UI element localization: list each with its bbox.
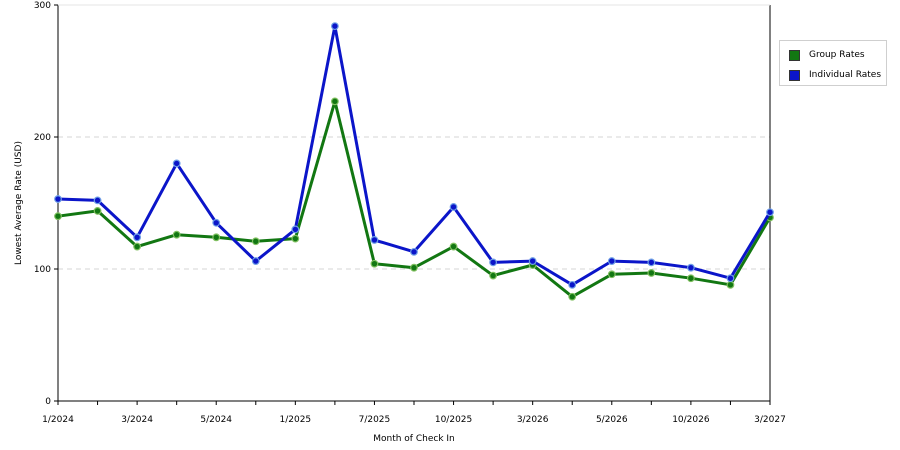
point-1-14 [607,257,616,265]
series-line-1 [57,24,772,287]
x-tick-label-10: 10/2025 [435,415,472,425]
point-0-0 [54,212,62,221]
point-0-11 [489,271,498,280]
x-tick-label-8: 7/2025 [359,415,391,425]
point-1-17 [726,274,735,283]
legend-item-group-rates: Group Rates [789,48,865,62]
point-0-7 [330,97,339,106]
x-tick-label-2: 3/2024 [121,415,153,425]
point-0-2 [133,242,142,251]
point-1-2 [133,233,142,242]
point-0-6 [291,234,300,243]
point-0-1 [93,207,102,215]
point-1-1 [93,196,102,205]
x-tick-label-6: 1/2025 [279,415,311,425]
point-1-5 [251,257,260,265]
x-tick-label-12: 3/2026 [517,415,549,425]
x-tick-label-14: 5/2026 [596,415,628,425]
point-0-14 [607,270,616,279]
point-0-13 [568,292,577,301]
point-1-11 [489,258,498,267]
y-tick-label-100: 100 [34,265,51,275]
point-0-4 [212,233,221,242]
point-1-10 [449,203,458,211]
series-1 [54,22,774,289]
series-0 [54,97,774,301]
point-1-18 [766,208,774,217]
x-tick-label-16: 10/2026 [672,415,710,425]
y-axis-ticks: 0 100 200 300 [34,1,58,407]
point-0-5 [251,237,260,246]
x-axis-ticks: 1/2024 3/2024 5/2024 1/2025 7/2025 10/2025 3/2… [42,401,786,425]
point-0-3 [172,230,181,239]
point-0-8 [370,259,379,268]
legend-item-individual-rates: Individual Rates [789,68,881,82]
x-tick-label-4: 5/2024 [200,415,232,425]
legend-label-individual-rates: Individual Rates [809,70,882,80]
point-1-8 [370,236,379,244]
point-1-6 [291,225,300,234]
y-tick-label-300: 300 [34,1,51,11]
axes [57,4,771,402]
point-0-15 [647,269,656,277]
legend-label-group-rates: Group Rates [809,50,865,60]
point-0-10 [449,242,458,251]
point-1-16 [686,263,695,272]
x-axis-label: Month of Check In [373,434,455,444]
x-tick-label-18: 3/2027 [754,415,786,425]
legend-swatch-group-rates [789,49,800,61]
legend-swatch-individual-rates [789,69,800,81]
point-1-13 [568,280,577,289]
point-1-12 [528,257,537,265]
point-1-15 [647,258,656,267]
point-0-17 [726,280,735,289]
point-0-9 [410,263,418,272]
point-1-3 [172,159,181,168]
y-tick-label-0: 0 [45,397,51,407]
series-layer [54,22,774,301]
point-1-7 [330,22,339,31]
y-tick-label-200: 200 [34,133,51,143]
point-1-9 [410,247,418,256]
point-1-0 [54,195,62,203]
x-tick-label-0: 1/2024 [42,415,74,425]
legend: Group Rates Individual Rates [779,40,887,86]
point-0-16 [686,274,695,283]
point-1-4 [212,218,221,227]
y-axis-label: Lowest Average Rate (USD) [14,141,24,265]
